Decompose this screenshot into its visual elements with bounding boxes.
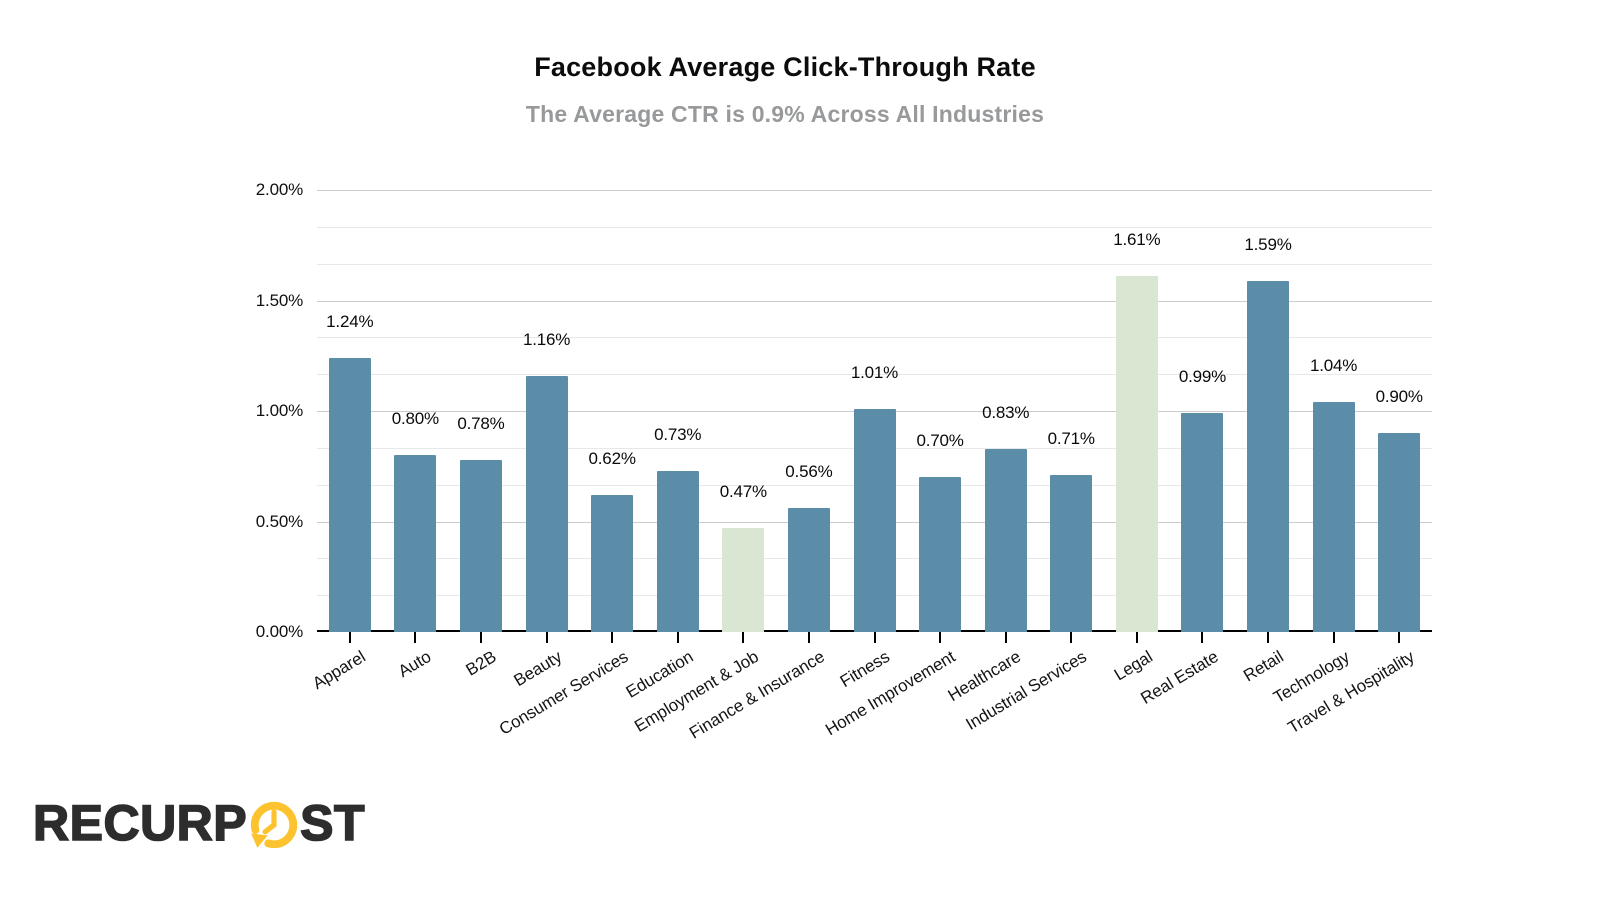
- x-axis-tick: [1201, 632, 1204, 643]
- bar-value-label: 0.47%: [719, 482, 767, 502]
- bar-value-label: 0.80%: [391, 409, 439, 429]
- bar: [459, 459, 502, 632]
- x-axis-tick: [939, 632, 942, 643]
- gridline-minor: [317, 263, 1432, 265]
- gridline-major: [317, 190, 1432, 191]
- bar: [1378, 433, 1421, 632]
- bar: [1050, 475, 1093, 632]
- bar: [919, 477, 962, 632]
- bar: [1247, 280, 1290, 632]
- x-axis-tick: [545, 632, 548, 643]
- x-axis-tick: [1135, 632, 1138, 643]
- bar-value-label: 1.01%: [850, 362, 899, 382]
- x-axis-tick: [348, 632, 351, 643]
- gridline-major: [317, 300, 1432, 302]
- logo-wordmark-left: RECURP: [32, 794, 248, 852]
- bar: [722, 528, 765, 632]
- y-axis-label: 2.00%: [255, 180, 303, 199]
- x-axis-tick: [611, 632, 614, 643]
- x-axis-tick: [676, 632, 679, 643]
- y-axis-label: 0.00%: [255, 622, 303, 641]
- x-axis-tick: [873, 632, 876, 643]
- logo-wordmark-right: ST: [299, 794, 366, 852]
- bar: [591, 494, 634, 632]
- x-axis-tick: [479, 632, 482, 643]
- bar-value-label: 0.99%: [1178, 367, 1227, 387]
- x-axis-tick: [1398, 632, 1401, 643]
- bar-value-label: 0.78%: [457, 413, 505, 433]
- bar-value-label: 1.24%: [326, 311, 374, 331]
- chart-header: Facebook Average Click-Through Rate The …: [0, 0, 1570, 128]
- bar-value-label: 0.62%: [588, 448, 636, 468]
- bar-value-label: 0.83%: [982, 402, 1030, 422]
- y-axis-label: 1.00%: [255, 401, 303, 420]
- bar-value-label: 0.90%: [1375, 387, 1423, 407]
- x-axis-tick: [1070, 632, 1073, 643]
- x-axis-tick: [1267, 632, 1270, 643]
- bar: [1181, 413, 1224, 632]
- y-axis-label: 1.50%: [255, 290, 303, 310]
- recurpost-logo: RECURP ST: [32, 794, 366, 852]
- x-axis-label: Industrial Services: [962, 647, 1091, 734]
- bar: [853, 408, 896, 632]
- bar: [328, 357, 371, 632]
- x-axis-label: Legal: [1110, 647, 1156, 685]
- bar: [1115, 276, 1158, 632]
- gridline-minor: [317, 374, 1432, 376]
- x-axis-label: Auto: [394, 647, 435, 682]
- bar-value-label: 1.61%: [1113, 230, 1161, 250]
- x-axis-tick: [414, 632, 417, 643]
- x-axis-tick: [1332, 632, 1335, 643]
- bar-value-label: 0.70%: [916, 431, 964, 451]
- bar: [656, 470, 699, 632]
- bar-value-label: 0.71%: [1047, 429, 1095, 449]
- x-axis-label: B2B: [462, 647, 500, 680]
- bar-value-label: 1.59%: [1244, 234, 1292, 254]
- bar: [984, 448, 1027, 632]
- x-axis-label: Retail: [1240, 647, 1287, 686]
- bar: [525, 375, 568, 632]
- x-axis-tick: [742, 632, 745, 643]
- gridline-minor: [317, 226, 1432, 228]
- x-axis-label: Apparel: [309, 647, 369, 694]
- clock-refresh-icon: [250, 801, 298, 849]
- x-axis-tick: [807, 632, 810, 643]
- chart-title: Facebook Average Click-Through Rate: [534, 52, 1036, 82]
- bar-value-label: 0.73%: [654, 424, 702, 444]
- bar-value-label: 0.56%: [785, 462, 833, 482]
- gridline-minor: [317, 337, 1432, 339]
- bar-value-label: 1.16%: [522, 329, 571, 349]
- x-axis-tick: [1004, 632, 1007, 643]
- chart-subtitle: The Average CTR is 0.9% Across All Indus…: [525, 101, 1045, 127]
- bar: [394, 455, 437, 632]
- bar-value-label: 1.04%: [1310, 356, 1358, 376]
- bar: [1312, 402, 1355, 632]
- y-axis-label: 0.50%: [255, 511, 303, 531]
- bar: [787, 508, 830, 632]
